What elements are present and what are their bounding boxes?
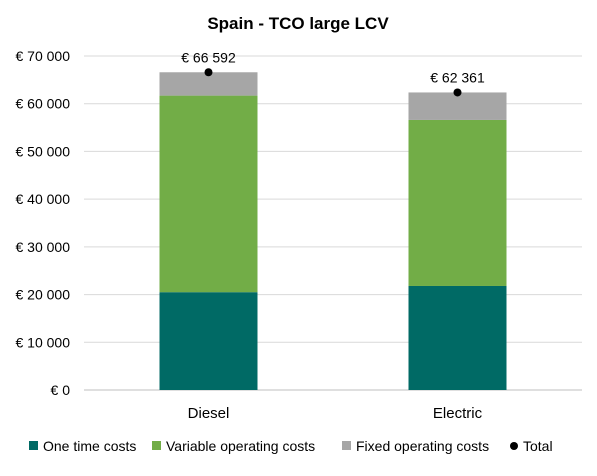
- legend: One time costs Variable operating costs Fi…: [29, 438, 553, 454]
- y-tick-label: € 70 000: [16, 48, 71, 64]
- bar-segment-electric-one-time-costs: [408, 285, 507, 390]
- bar-segment-electric-variable-operating-costs: [408, 119, 507, 286]
- total-marker: [204, 68, 213, 77]
- bars: [159, 72, 507, 390]
- total-data-label: € 66 592: [181, 49, 236, 65]
- bar-segment-diesel-fixed-operating-costs: [159, 72, 258, 96]
- legend-swatch: [152, 441, 161, 450]
- gridlines: [84, 55, 582, 391]
- x-axis: Diesel Electric: [188, 405, 483, 422]
- y-tick-label: € 60 000: [16, 96, 71, 112]
- legend-label: Fixed operating costs: [356, 438, 489, 454]
- total-marker: [453, 88, 462, 97]
- y-tick-label: € 50 000: [16, 143, 71, 159]
- legend-label: Total: [523, 438, 553, 454]
- bar-segment-diesel-variable-operating-costs: [159, 95, 258, 293]
- x-tick-label: Diesel: [188, 405, 230, 422]
- legend-marker: [510, 442, 518, 450]
- y-tick-label: € 0: [51, 382, 71, 398]
- y-tick-label: € 30 000: [16, 239, 71, 255]
- chart-title: Spain - TCO large LCV: [207, 14, 389, 33]
- bar-segment-electric-fixed-operating-costs: [408, 92, 507, 120]
- legend-label: Variable operating costs: [166, 438, 315, 454]
- legend-swatch: [29, 441, 38, 450]
- total-markers: € 66 592 € 62 361: [181, 49, 485, 97]
- bar-segment-diesel-one-time-costs: [159, 292, 258, 390]
- legend-label: One time costs: [43, 438, 136, 454]
- y-axis: € 0 € 10 000 € 20 000 € 30 000 € 40 000 € 50 …: [16, 48, 71, 398]
- legend-swatch: [342, 441, 351, 450]
- x-tick-label: Electric: [433, 405, 483, 422]
- total-data-label: € 62 361: [430, 69, 485, 85]
- y-tick-label: € 20 000: [16, 287, 71, 303]
- y-tick-label: € 40 000: [16, 191, 71, 207]
- y-tick-label: € 10 000: [16, 334, 71, 350]
